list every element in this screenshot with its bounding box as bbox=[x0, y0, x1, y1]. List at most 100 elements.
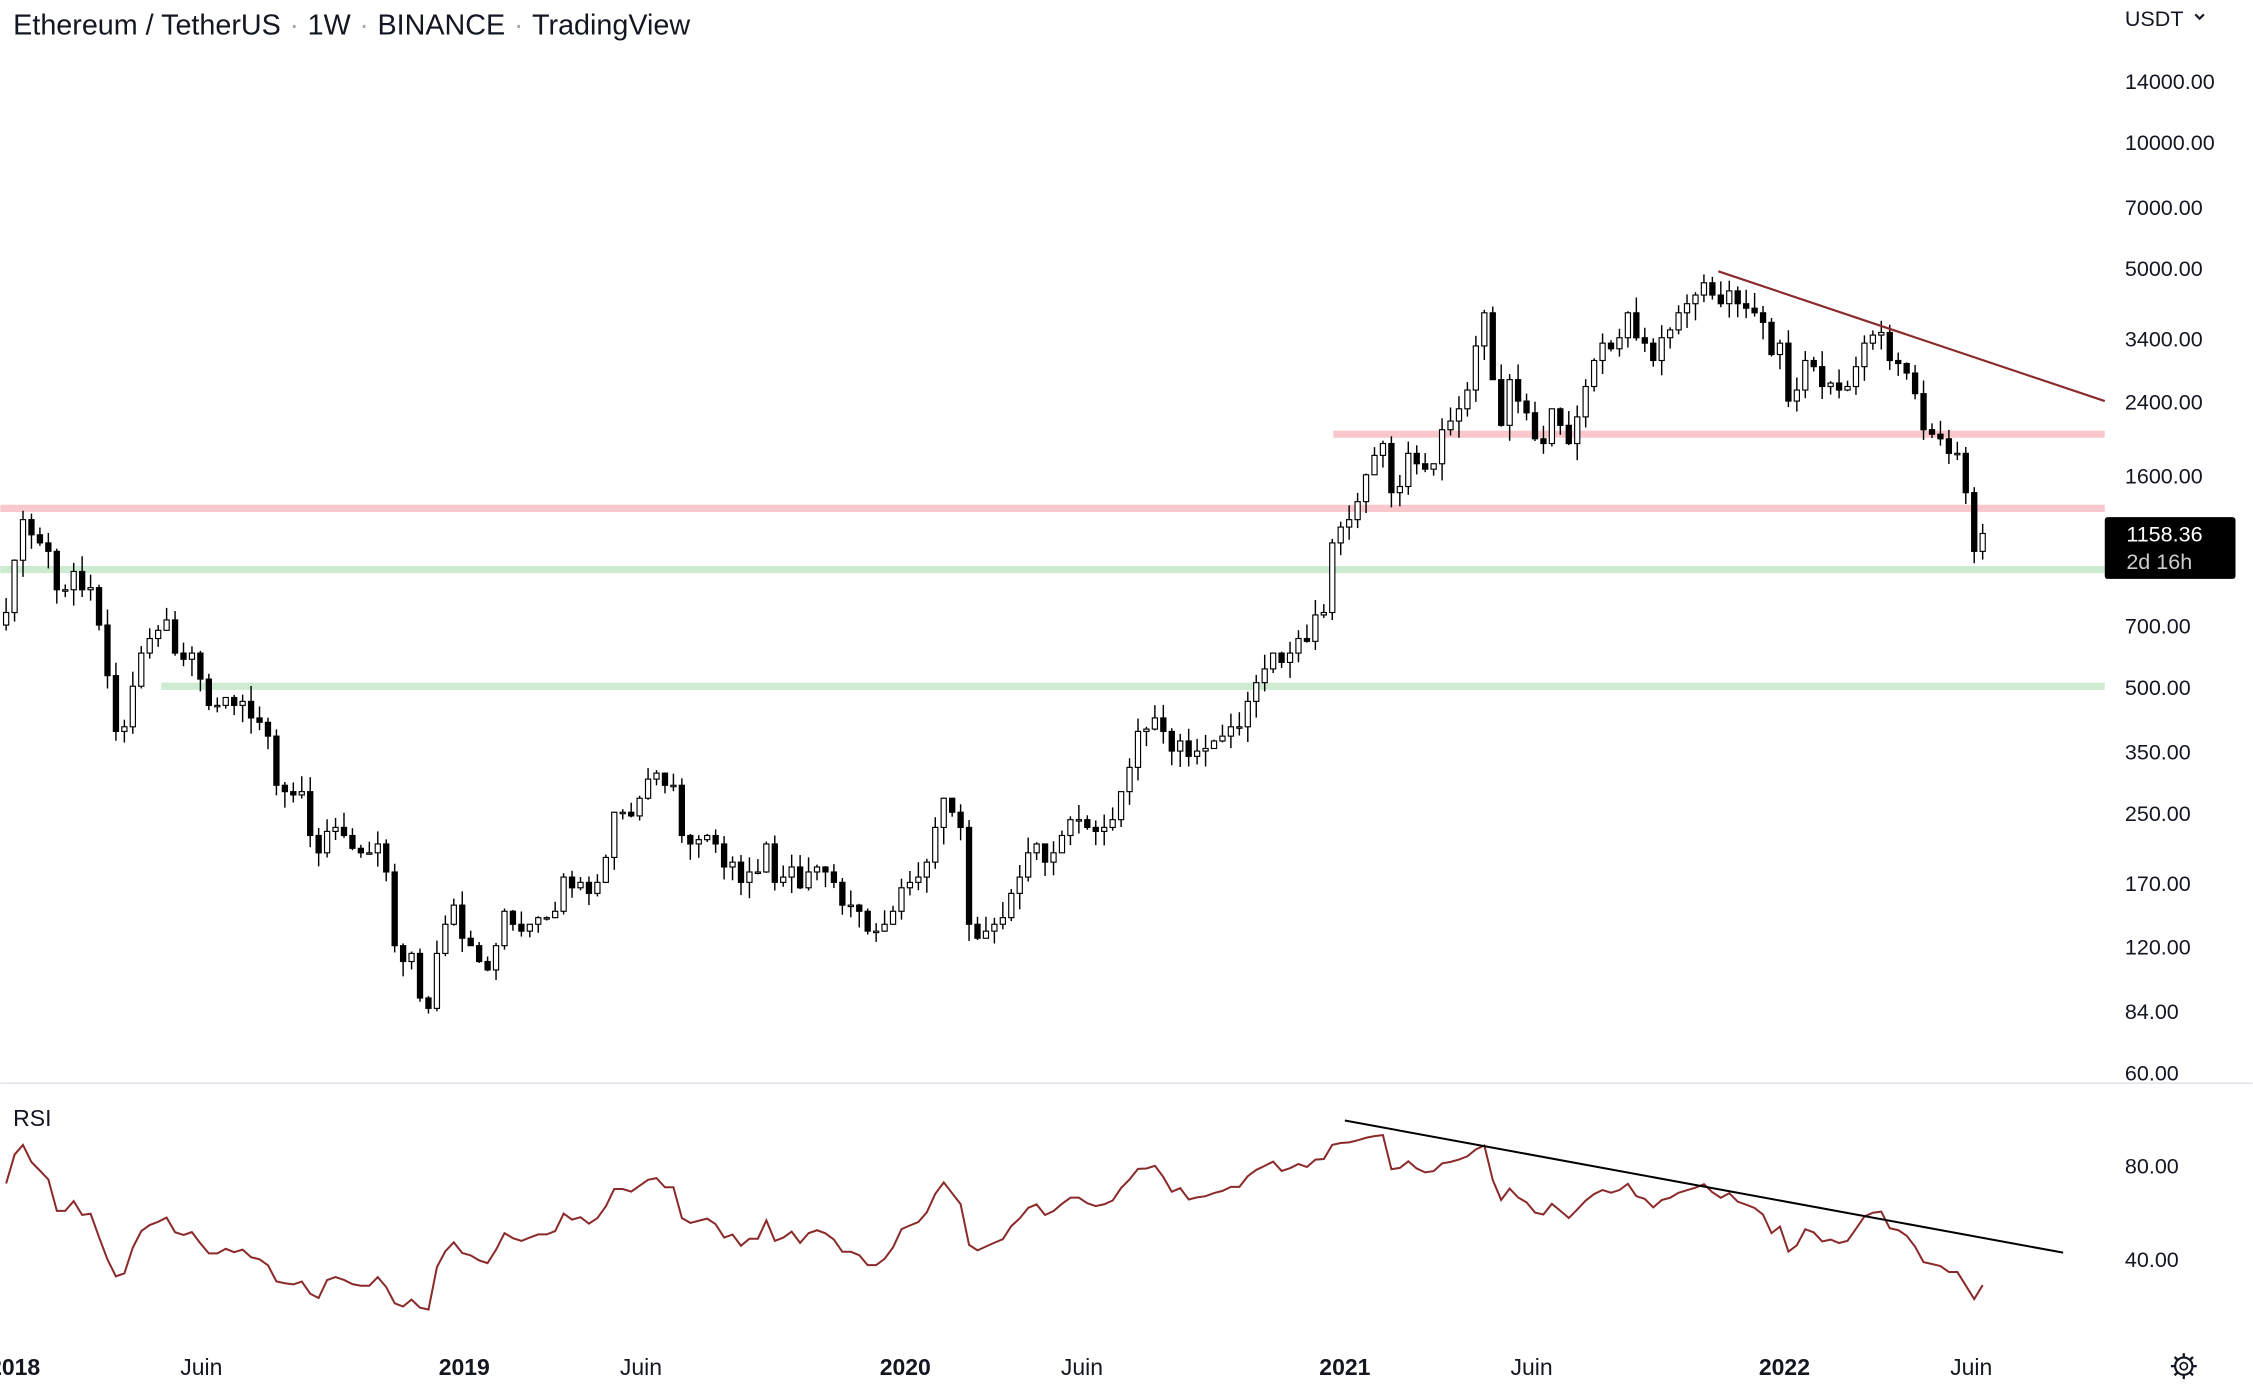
candle-body bbox=[1261, 668, 1268, 684]
candle bbox=[222, 696, 229, 709]
candle-body bbox=[399, 945, 407, 963]
candle bbox=[1590, 358, 1598, 392]
candle bbox=[729, 856, 736, 881]
candle bbox=[2, 598, 10, 631]
candle-body bbox=[1751, 307, 1758, 314]
candle-body bbox=[475, 945, 483, 963]
candle bbox=[459, 891, 466, 953]
candle-body bbox=[1540, 438, 1547, 445]
candle bbox=[1785, 330, 1792, 408]
time-tick: 2022 bbox=[1759, 1354, 1810, 1380]
bar-countdown: 2d 16h bbox=[2126, 550, 2192, 574]
candle-body bbox=[1759, 312, 1767, 323]
candle-body bbox=[1193, 750, 1201, 757]
candle bbox=[1937, 420, 1944, 446]
candle-body bbox=[1819, 366, 1826, 388]
candle bbox=[1574, 405, 1581, 461]
candle-body bbox=[805, 871, 812, 889]
candle bbox=[155, 625, 162, 647]
candle-body bbox=[112, 675, 120, 732]
symbol-name: Ethereum / TetherUS bbox=[13, 9, 281, 41]
candle bbox=[1827, 381, 1834, 395]
candle bbox=[712, 829, 719, 853]
horizontal-levels[interactable] bbox=[0, 430, 2105, 690]
candle-body bbox=[1633, 312, 1640, 339]
price-tick: 170.00 bbox=[2125, 872, 2191, 896]
candle bbox=[754, 859, 762, 875]
candle-body bbox=[1692, 294, 1699, 305]
candle-body bbox=[163, 619, 170, 631]
candle bbox=[1768, 317, 1775, 357]
settings-gear-icon[interactable] bbox=[2170, 1353, 2197, 1380]
trendlines[interactable] bbox=[1718, 270, 2106, 403]
candle bbox=[628, 802, 635, 818]
candle-body bbox=[1058, 834, 1066, 854]
candle bbox=[1751, 292, 1758, 317]
candle bbox=[1126, 758, 1133, 805]
candle bbox=[425, 996, 432, 1014]
candle-body bbox=[543, 917, 550, 920]
currency-selector[interactable]: USDT bbox=[2125, 7, 2205, 31]
candle bbox=[323, 819, 331, 858]
candle-body bbox=[231, 696, 238, 706]
candle-body bbox=[1835, 382, 1843, 391]
sep: · bbox=[289, 9, 299, 41]
candle bbox=[1109, 807, 1116, 831]
candle bbox=[661, 772, 669, 794]
candle bbox=[1075, 804, 1083, 834]
candle bbox=[1101, 814, 1108, 846]
candle-body bbox=[1903, 362, 1910, 374]
candle bbox=[53, 548, 60, 604]
candle-body bbox=[95, 587, 103, 626]
candle-body bbox=[1481, 312, 1488, 347]
candle bbox=[509, 909, 517, 931]
candle bbox=[264, 717, 272, 750]
candle bbox=[205, 673, 213, 711]
candle bbox=[1633, 297, 1640, 341]
time-tick: Juin bbox=[1950, 1354, 1992, 1380]
candle bbox=[1236, 712, 1243, 736]
candle bbox=[1869, 330, 1877, 350]
candle bbox=[1666, 327, 1674, 349]
candle-body bbox=[704, 834, 711, 841]
candle bbox=[822, 866, 829, 888]
candle-body bbox=[1379, 442, 1387, 456]
candle-body bbox=[1236, 726, 1243, 729]
time-tick: 2020 bbox=[880, 1354, 931, 1380]
candle bbox=[501, 908, 508, 950]
candle-body bbox=[484, 960, 491, 971]
candle-body bbox=[1168, 730, 1175, 752]
candle bbox=[974, 916, 981, 941]
candle bbox=[1295, 630, 1302, 663]
candle bbox=[1852, 356, 1860, 395]
candle-body bbox=[1354, 501, 1361, 521]
candle bbox=[383, 839, 390, 882]
candle bbox=[1422, 453, 1429, 473]
price-axis[interactable]: 14000.00 10000.00 7000.00 5000.00 3400.00 240… bbox=[2125, 70, 2215, 1085]
candle bbox=[1759, 305, 1767, 340]
candle-body bbox=[374, 843, 381, 854]
time-axis[interactable]: 2018 Juin 2019 Juin 2020 Juin 2021 Juin 2022 Juin bbox=[0, 1354, 1992, 1380]
candle-body bbox=[509, 910, 517, 925]
candle bbox=[813, 864, 821, 881]
candle bbox=[408, 951, 415, 970]
candle-body bbox=[1886, 331, 1893, 362]
candle bbox=[1793, 377, 1801, 412]
candle-body bbox=[273, 735, 280, 786]
candle bbox=[1540, 425, 1547, 454]
candle-body bbox=[1312, 614, 1319, 642]
symbol-title: Ethereum / TetherUS · 1W · BINANCE · TradingVi… bbox=[13, 9, 690, 41]
candle-body bbox=[1666, 329, 1674, 339]
candle-body bbox=[1253, 682, 1260, 702]
candle-body bbox=[425, 997, 432, 1009]
candle bbox=[163, 607, 170, 631]
candle bbox=[1210, 739, 1218, 750]
candle bbox=[1143, 726, 1150, 747]
candle bbox=[965, 820, 973, 941]
candle bbox=[475, 942, 483, 963]
candle bbox=[28, 513, 35, 549]
price-tick: 120.00 bbox=[2125, 935, 2191, 959]
candle-body bbox=[1041, 843, 1049, 863]
candle-body bbox=[949, 797, 956, 813]
